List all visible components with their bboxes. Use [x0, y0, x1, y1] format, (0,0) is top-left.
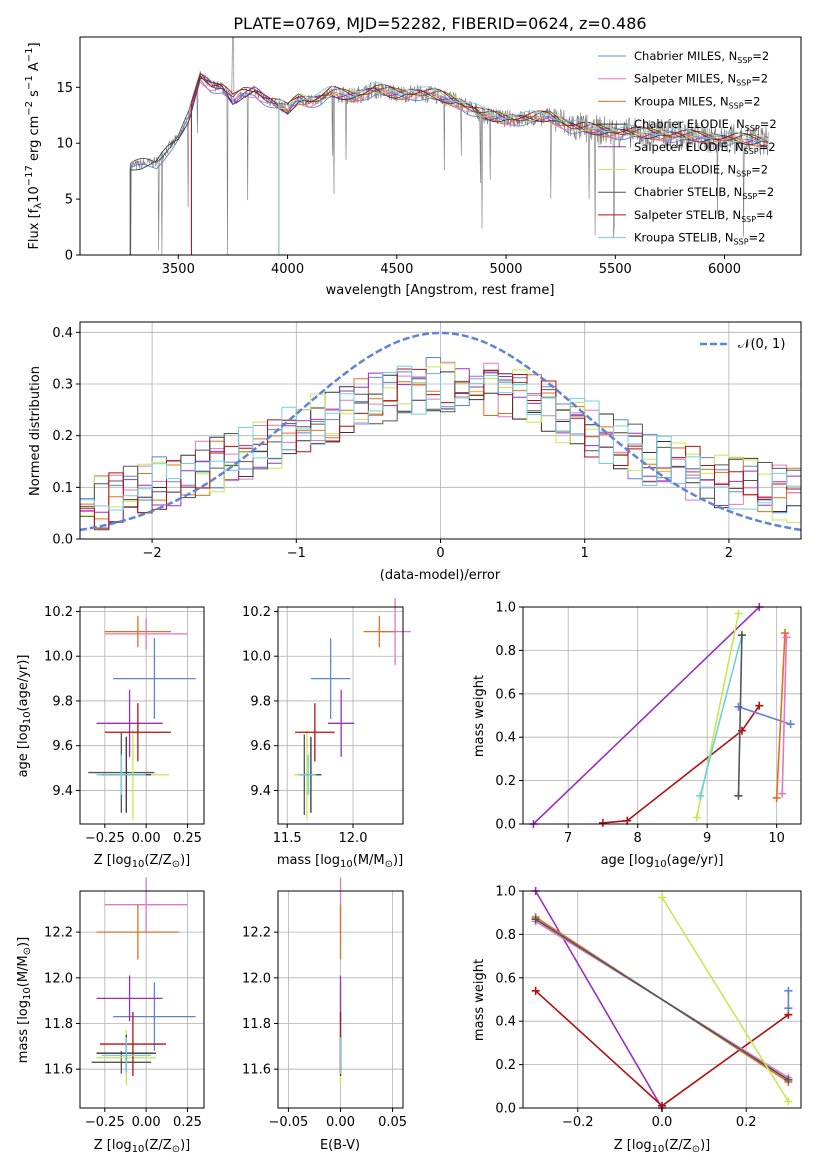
y-tick-label: 12.0	[242, 971, 271, 986]
x-tick-label: −0.2	[562, 1115, 594, 1130]
y-tick-label: 11.6	[44, 1063, 73, 1078]
x-tick-label: 3500	[162, 262, 195, 277]
y-tick-label: 0.0	[52, 533, 73, 548]
mass-weight-vs-z-ylabel: mass weight	[472, 959, 487, 1041]
x-tick-label: 0	[436, 546, 444, 561]
x-tick-label: 11.5	[273, 831, 302, 846]
y-tick-label: 0.0	[495, 1102, 516, 1117]
x-tick-label: −1	[287, 546, 306, 561]
x-tick-label: 1	[581, 546, 589, 561]
x-tick-label: 7	[564, 831, 572, 846]
x-tick-label: 9	[703, 831, 711, 846]
histogram-xlabel: (data-model)/error	[380, 568, 501, 583]
x-tick-label: 8	[634, 831, 642, 846]
y-tick-label: 1.0	[495, 885, 516, 900]
y-tick-label: 0.3	[52, 378, 73, 393]
y-tick-label: 10.0	[44, 650, 73, 665]
y-tick-label: 12.2	[44, 926, 73, 941]
y-tick-label: 0.8	[495, 928, 516, 943]
y-tick-label: 0.6	[495, 687, 516, 702]
y-tick-label: 0.8	[495, 644, 516, 659]
y-tick-label: 0.6	[495, 971, 516, 986]
x-tick-label: −0.05	[268, 1115, 308, 1130]
x-tick-label: 0.05	[378, 1115, 407, 1130]
y-tick-label: 0	[65, 249, 73, 264]
mass-vs-ebv-xlabel: E(B-V)	[320, 1138, 360, 1153]
x-tick-label: 12.0	[339, 831, 368, 846]
y-tick-label: 10.2	[44, 605, 73, 620]
age-vs-mass-xlabel: mass [log10(M/M⊙)]	[277, 853, 403, 870]
x-tick-label: −0.25	[85, 1115, 125, 1130]
mass-weight-vs-age-ylabel: mass weight	[472, 675, 487, 757]
spectrum-ylabel: Flux [fλ10−17 erg cm−2 s−1 A−1]	[24, 42, 44, 249]
y-tick-label: 0.1	[52, 481, 73, 496]
x-tick-label: 10	[768, 831, 785, 846]
mass-vs-z-ylabel: mass [log10(M/M⊙)]	[16, 937, 33, 1063]
x-tick-label: 4500	[380, 262, 413, 277]
gaussian-legend-label: 𝒩(0, 1)	[738, 337, 785, 352]
x-tick-label: 4000	[271, 262, 304, 277]
y-tick-label: 10.2	[242, 605, 271, 620]
spectrum-xlabel: wavelength [Angstrom, rest frame]	[326, 283, 555, 298]
y-tick-label: 0.4	[52, 326, 73, 341]
y-tick-label: 9.6	[52, 739, 73, 754]
x-tick-label: −2	[143, 546, 162, 561]
y-tick-label: 0.0	[495, 818, 516, 833]
y-tick-label: 10.0	[242, 650, 271, 665]
y-tick-label: 11.6	[242, 1063, 271, 1078]
x-tick-label: 5000	[489, 262, 522, 277]
y-tick-label: 11.8	[242, 1017, 271, 1032]
x-tick-label: 6000	[708, 262, 741, 277]
x-tick-label: 0.25	[173, 831, 202, 846]
y-tick-label: 10	[56, 137, 73, 152]
y-tick-label: 0.4	[495, 731, 516, 746]
spectrum-title: PLATE=0769, MJD=52282, FIBERID=0624, z=0…	[233, 14, 646, 33]
y-tick-label: 0.2	[495, 1058, 516, 1073]
y-tick-label: 9.4	[52, 784, 73, 799]
y-tick-label: 9.4	[250, 784, 271, 799]
x-tick-label: 0.00	[132, 831, 161, 846]
y-tick-label: 12.2	[242, 926, 271, 941]
y-tick-label: 9.8	[52, 694, 73, 709]
y-tick-label: 1.0	[495, 601, 516, 616]
x-tick-label: 0.00	[132, 1115, 161, 1130]
x-tick-label: 5500	[599, 262, 632, 277]
x-tick-label: 2	[725, 546, 733, 561]
y-tick-label: 0.4	[495, 1015, 516, 1030]
x-tick-label: 0.2	[736, 1115, 757, 1130]
x-tick-label: 0.0	[652, 1115, 673, 1130]
y-tick-label: 15	[56, 81, 73, 96]
y-tick-label: 11.8	[44, 1017, 73, 1032]
x-tick-label: 0.00	[326, 1115, 355, 1130]
x-tick-label: −0.25	[85, 831, 125, 846]
y-tick-label: 5	[65, 193, 73, 208]
y-tick-label: 0.2	[495, 774, 516, 789]
y-tick-label: 9.6	[250, 739, 271, 754]
y-tick-label: 0.2	[52, 429, 73, 444]
histogram-ylabel: Normed distribution	[28, 366, 43, 496]
y-tick-label: 12.0	[44, 971, 73, 986]
y-tick-label: 9.8	[250, 694, 271, 709]
x-tick-label: 0.25	[173, 1115, 202, 1130]
